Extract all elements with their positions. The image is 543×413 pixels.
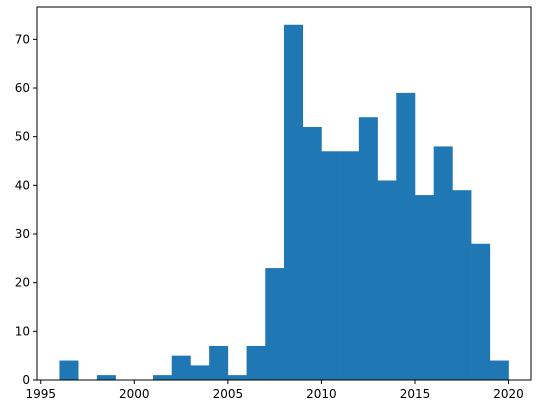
histogram-bar-13 [302, 126, 322, 381]
histogram-bar-14 [321, 151, 341, 380]
y-tick-label: 20 [15, 276, 30, 290]
histogram-bar-9 [227, 375, 247, 380]
bars-group [59, 24, 509, 381]
y-tick-label: 30 [15, 227, 30, 241]
histogram-bar-15 [340, 151, 360, 380]
histogram-bar-18 [396, 92, 416, 380]
y-tick-label: 70 [15, 32, 30, 46]
x-tick-label: 2020 [493, 387, 524, 401]
y-tick-label: 0 [22, 373, 30, 387]
histogram-bar-7 [190, 365, 210, 380]
histogram-bar-19 [414, 195, 434, 380]
y-tick-label: 10 [15, 324, 30, 338]
histogram-bar-0 [59, 360, 79, 380]
y-tick-label: 40 [15, 178, 30, 192]
x-tick-label: 2005 [213, 387, 244, 401]
histogram-bar-16 [358, 117, 378, 381]
histogram-bar-10 [246, 345, 266, 380]
plot-frame [36, 6, 532, 381]
histogram-bar-20 [433, 146, 453, 380]
histogram-bar-2 [96, 375, 116, 380]
y-axis: 0 10 20 30 40 50 60 70 [15, 32, 37, 387]
histogram-bar-23 [489, 360, 509, 380]
x-tick-label: 2000 [119, 387, 150, 401]
x-tick-label: 1995 [25, 387, 56, 401]
histogram-bar-11 [265, 268, 285, 380]
histogram-bar-21 [452, 190, 472, 380]
histogram-bar-6 [171, 355, 191, 380]
x-tick-label: 2010 [306, 387, 337, 401]
histogram-bar-17 [377, 180, 397, 380]
y-tick-label: 60 [15, 81, 30, 95]
histogram-bar-22 [471, 243, 491, 380]
histogram-bar-8 [209, 345, 229, 380]
y-tick-label: 50 [15, 130, 30, 144]
x-axis: 1995 2000 2005 2010 2015 2020 [25, 380, 524, 401]
x-tick-label: 2015 [400, 387, 431, 401]
histogram-bar-5 [153, 375, 173, 380]
histogram-bar-12 [284, 24, 304, 381]
